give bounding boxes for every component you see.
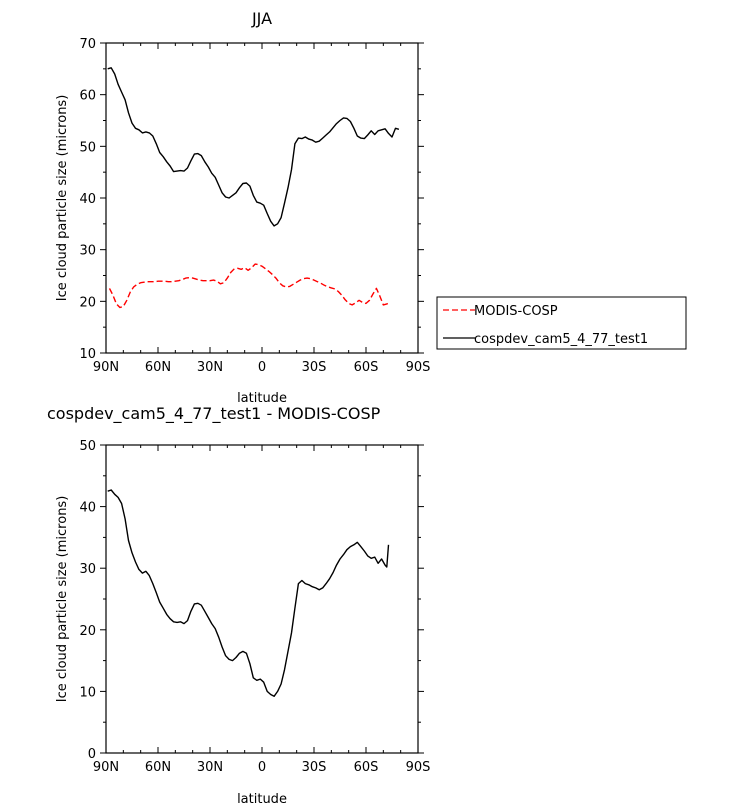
- top-chart: JJA 90N 60N 30N 0 30S 60S 90S 10 20 30 40 50 60 70 l…: [55, 9, 687, 406]
- y-tick-label: 50: [79, 140, 96, 155]
- y-tick-label: 60: [79, 89, 96, 104]
- x-tick-label: 30N: [197, 360, 223, 375]
- y-tick-label: 20: [79, 295, 96, 310]
- top-chart-y-tick-labels: 10 20 30 40 50 60 70: [79, 37, 96, 362]
- series-line-series-0: [107, 489, 390, 697]
- top-chart-y-axis-label: Ice cloud particle size (microns): [55, 95, 70, 302]
- y-tick-label: 20: [79, 624, 96, 639]
- y-tick-label: 10: [79, 347, 96, 362]
- bottom-chart-x-tick-labels: 90N 60N 30N 0 30S 60S 90S: [93, 760, 431, 775]
- top-chart-ticks: [100, 42, 424, 354]
- x-tick-label: 60S: [354, 760, 379, 775]
- top-chart-x-axis-label: latitude: [237, 391, 287, 406]
- legend-label-cospdev: cospdev_cam5_4_77_test1: [474, 332, 648, 347]
- x-tick-label: 60N: [145, 360, 171, 375]
- bottom-chart-x-axis-label: latitude: [237, 792, 287, 807]
- x-tick-label: 30N: [197, 760, 223, 775]
- bottom-chart-ticks: [100, 444, 424, 754]
- top-chart-legend: MODIS-COSP cospdev_cam5_4_77_test1: [436, 296, 687, 350]
- legend-box: [436, 296, 687, 350]
- x-tick-label: 30S: [302, 760, 327, 775]
- bottom-chart-y-axis-label: Ice cloud particle size (microns): [55, 496, 70, 703]
- x-tick-label: 0: [258, 360, 266, 375]
- x-tick-label: 90S: [406, 360, 431, 375]
- bottom-chart-series: [107, 489, 390, 697]
- x-tick-label: 0: [258, 760, 266, 775]
- x-tick-label: 30S: [302, 360, 327, 375]
- y-tick-label: 0: [88, 747, 96, 762]
- bottom-chart-plot-frame: [105, 444, 419, 754]
- y-tick-label: 40: [79, 192, 96, 207]
- y-tick-label: 30: [79, 562, 96, 577]
- y-tick-label: 10: [79, 685, 96, 700]
- x-tick-label: 60N: [145, 760, 171, 775]
- x-tick-label: 90N: [93, 760, 119, 775]
- bottom-chart: cospdev_cam5_4_77_test1 - MODIS-COSP 90N…: [47, 404, 430, 807]
- series-line-cospdev-cam5-4-77-test1: [107, 67, 400, 227]
- x-tick-label: 90S: [406, 760, 431, 775]
- top-chart-plot-frame: [105, 42, 419, 354]
- bottom-chart-title: cospdev_cam5_4_77_test1 - MODIS-COSP: [47, 404, 381, 424]
- x-tick-label: 60S: [354, 360, 379, 375]
- series-line-modis-cosp: [108, 263, 391, 309]
- top-chart-series: [107, 67, 400, 309]
- y-tick-label: 50: [79, 439, 96, 454]
- top-chart-x-tick-labels: 90N 60N 30N 0 30S 60S 90S: [93, 360, 431, 375]
- y-tick-label: 30: [79, 244, 96, 259]
- bottom-chart-y-tick-labels: 0 10 20 30 40 50: [79, 439, 96, 762]
- x-tick-label: 90N: [93, 360, 119, 375]
- y-tick-label: 70: [79, 37, 96, 52]
- top-chart-title: JJA: [251, 9, 272, 28]
- y-tick-label: 40: [79, 501, 96, 516]
- legend-label-modis-cosp: MODIS-COSP: [474, 304, 558, 319]
